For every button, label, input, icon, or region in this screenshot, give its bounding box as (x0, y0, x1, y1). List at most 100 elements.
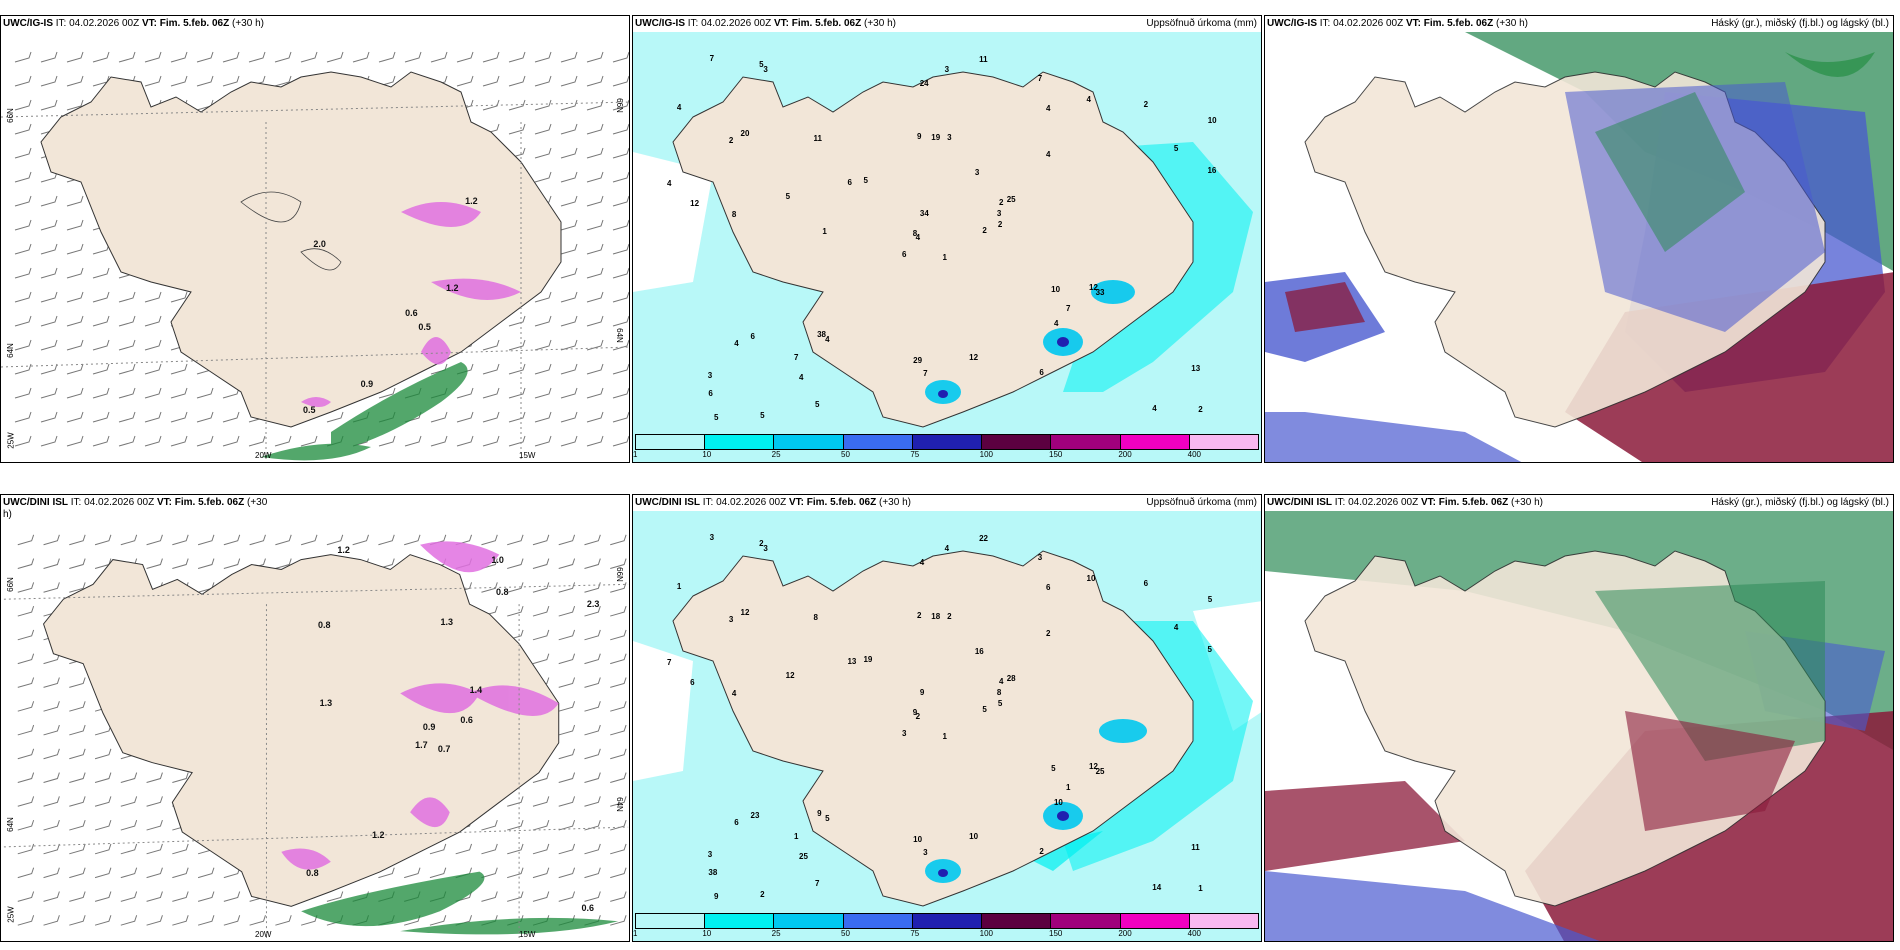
wind-barb (172, 843, 189, 855)
wind-barb (43, 677, 60, 688)
value-label: 2 (1039, 846, 1044, 856)
value-label: 2 (759, 538, 764, 548)
wind-barb (17, 629, 35, 641)
wind-barb (610, 796, 627, 807)
value-label: 3 (707, 371, 713, 381)
wind-barb (586, 387, 604, 399)
wind-barb (170, 411, 188, 423)
wind-barb (584, 677, 601, 688)
wind-barb (223, 891, 241, 902)
value-label: 19 (863, 654, 873, 664)
wind-barb (532, 582, 550, 593)
colorbar-tick: 25 (771, 929, 781, 938)
product-label: Uppsöfnuð úrkoma (mm) (1146, 497, 1257, 508)
value-label: 2.0 (313, 239, 326, 250)
wind-barb (197, 915, 215, 926)
lat-label: 66N (5, 577, 15, 592)
wind-barb (481, 534, 498, 546)
colorbar-tick: 100 (979, 450, 994, 459)
wind-barb (66, 267, 84, 279)
wind-barb (66, 339, 84, 351)
panel-precip-igis: UWC/IG-IS IT: 04.02.2026 00Z VT: Fim. 5.… (632, 15, 1262, 463)
product-label: Háský (gr.), miðský (fj.bl.) og lágský (… (1711, 18, 1889, 29)
wind-barb (558, 796, 576, 807)
precip-colorbar: 1 10 25 50 75 100 150 200 400 (633, 434, 1259, 460)
wind-barb (612, 171, 629, 183)
wind-barb (94, 724, 112, 736)
wind-barb (430, 411, 448, 423)
value-label: 0.8 (317, 620, 331, 631)
wind-barb (610, 534, 627, 546)
wind-barb (612, 75, 629, 87)
wind-barb (66, 435, 84, 447)
value-label: 5 (785, 191, 791, 201)
wind-barb (507, 534, 524, 546)
wind-barb (534, 99, 552, 111)
wind-barb (43, 701, 60, 712)
wind-barb (532, 843, 550, 855)
wind-barb (586, 315, 604, 327)
value-label: 3 (763, 64, 768, 74)
wind-barb (584, 796, 601, 807)
value-label: 3 (901, 728, 907, 738)
value-label: 10 (1051, 285, 1061, 295)
value-label: 2 (1198, 404, 1203, 414)
wind-barb (558, 772, 576, 783)
value-label: 9 (917, 132, 922, 142)
map-iceland (633, 511, 1261, 941)
wind-barb (532, 558, 550, 569)
colorbar-tick: 50 (841, 929, 850, 938)
wind-barb (43, 796, 60, 807)
value-label: 0.5 (302, 404, 316, 415)
wind-barb (17, 796, 35, 807)
wind-barb (586, 171, 604, 183)
wind-barb (532, 867, 550, 879)
colorbar-tick: 400 (1187, 450, 1202, 459)
wind-barb (558, 724, 576, 736)
value-label: 0.8 (496, 586, 509, 597)
value-label: 7 (709, 53, 715, 63)
colorbar-swatch (912, 435, 983, 449)
wind-barb (43, 582, 60, 593)
colorbar-tick: 50 (841, 450, 850, 459)
value-label: 3 (763, 543, 768, 553)
colorbar-swatch (912, 914, 983, 928)
wind-barb (17, 605, 35, 617)
wind-barb (610, 558, 627, 569)
value-label: 4 (799, 373, 804, 383)
wind-barb (532, 819, 550, 831)
wind-barb (120, 843, 138, 855)
wind-barb (482, 75, 500, 87)
value-label: 4 (1173, 622, 1179, 632)
colorbar-swatches (635, 434, 1259, 450)
wind-barb (69, 558, 86, 569)
wind-barb (482, 363, 500, 375)
wind-barb (222, 435, 240, 447)
lon-label: 20W (255, 451, 272, 460)
wind-barb (612, 195, 629, 207)
value-label: 8 (996, 688, 1002, 698)
wind-barb (40, 51, 58, 63)
wind-barb (66, 243, 84, 255)
wind-barb (560, 339, 578, 351)
wind-barb (560, 435, 578, 447)
colorbar-tick: 25 (771, 450, 781, 459)
wind-barb (14, 339, 32, 351)
wind-barb (14, 75, 32, 87)
wind-barb (248, 51, 266, 63)
wind-barb (144, 51, 162, 63)
wind-barb (507, 843, 524, 855)
wind-barb (584, 605, 601, 617)
wind-barb (197, 534, 215, 546)
wind-barb (170, 387, 188, 399)
wind-barb (92, 291, 110, 303)
value-label: 5 (759, 59, 764, 69)
iceland-landmass (40, 71, 562, 428)
wind-barb (69, 819, 86, 831)
value-label: 4 (1045, 149, 1051, 159)
precip-peaks (938, 337, 1069, 398)
value-label: 1.7 (415, 739, 428, 750)
wind-barb (17, 724, 35, 736)
wind-barb (507, 867, 524, 879)
value-label: 1 (822, 226, 827, 236)
